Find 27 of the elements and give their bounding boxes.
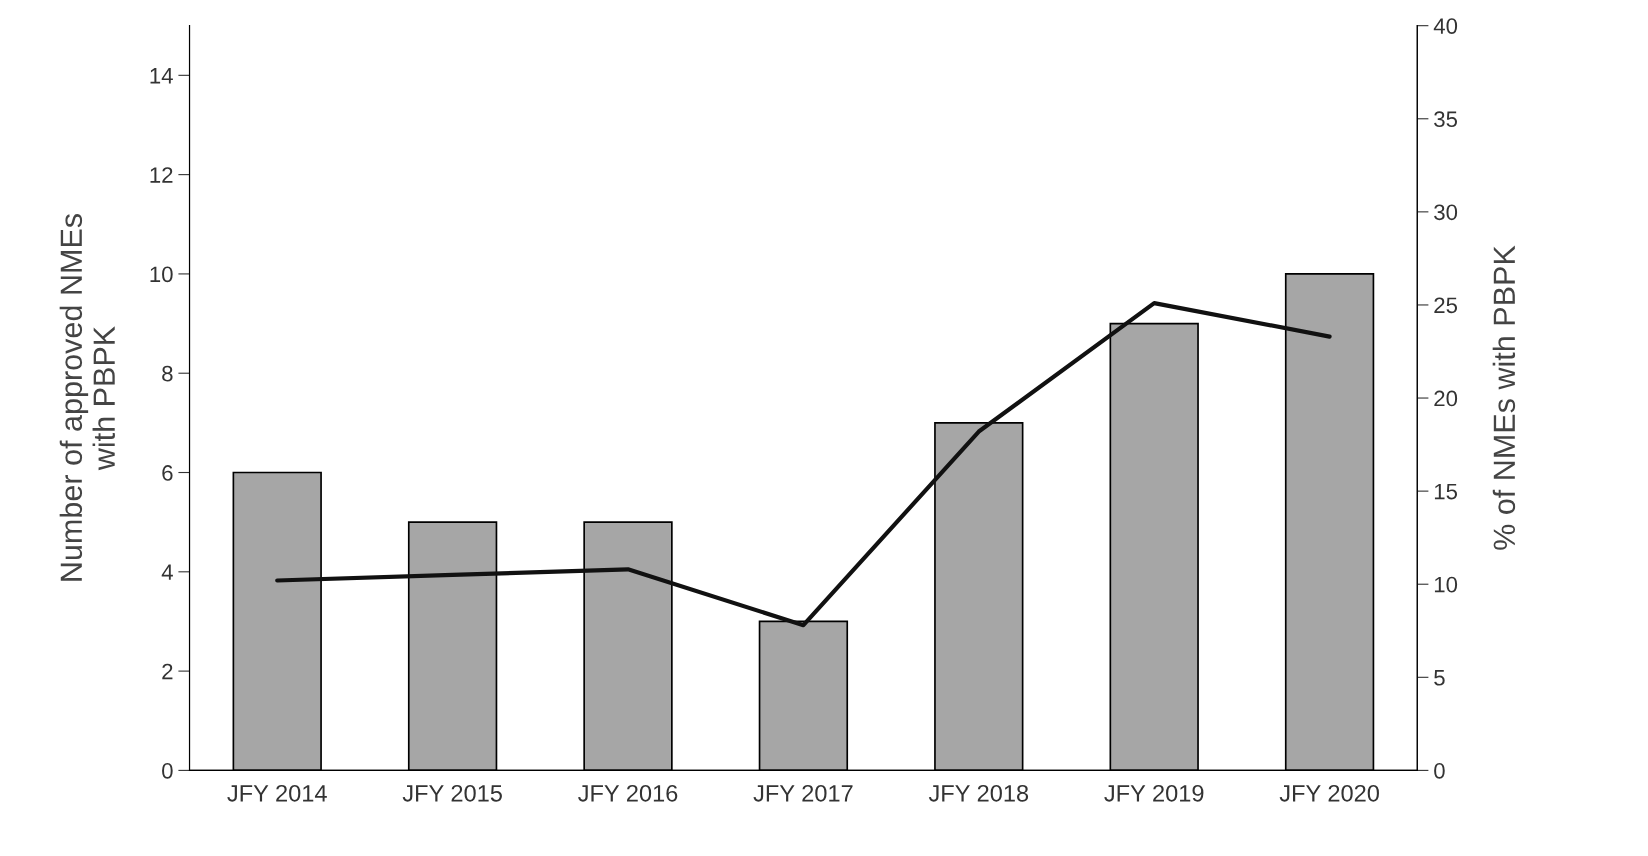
y-axis-title: Number of approved NMEs with PBPK bbox=[59, 214, 115, 581]
y-tick-label: 14 bbox=[150, 68, 173, 84]
y2-tick-label: 5 bbox=[1434, 670, 1445, 686]
y-tick-label: 12 bbox=[150, 167, 173, 183]
y2-tick-label: 40 bbox=[1433, 18, 1458, 34]
y-tick-label: 0 bbox=[162, 762, 173, 779]
x-tick-label: JFY 2016 bbox=[578, 784, 678, 802]
y2-axis-title: % of NMEs with PBPK bbox=[1492, 245, 1516, 550]
y2-tick-label: 20 bbox=[1434, 390, 1458, 407]
y2-tick-label: 15 bbox=[1434, 483, 1458, 500]
x-tick-label: JFY 2014 bbox=[227, 784, 327, 802]
y2-tick-label: 35 bbox=[1434, 111, 1458, 128]
x-tick-label: JFY 2020 bbox=[1279, 784, 1379, 802]
y-tick-label: 6 bbox=[162, 465, 173, 481]
y-tick-label: 4 bbox=[161, 564, 173, 580]
y-tick-label: 10 bbox=[150, 266, 173, 283]
line-series bbox=[275, 301, 1332, 628]
y2-tick-label: 25 bbox=[1434, 297, 1458, 314]
x-tick-label: JFY 2017 bbox=[753, 784, 853, 802]
y2-tick-label: 10 bbox=[1434, 576, 1458, 593]
x-tick-label: JFY 2015 bbox=[402, 784, 502, 802]
y2-tick-label: 0 bbox=[1434, 762, 1445, 779]
y2-tick-label: 30 bbox=[1434, 204, 1458, 221]
y-tick-label: 2 bbox=[162, 663, 173, 680]
y-tick-label: 8 bbox=[162, 365, 173, 382]
x-tick-label: JFY 2018 bbox=[928, 784, 1029, 802]
x-tick-label: JFY 2019 bbox=[1104, 784, 1204, 802]
